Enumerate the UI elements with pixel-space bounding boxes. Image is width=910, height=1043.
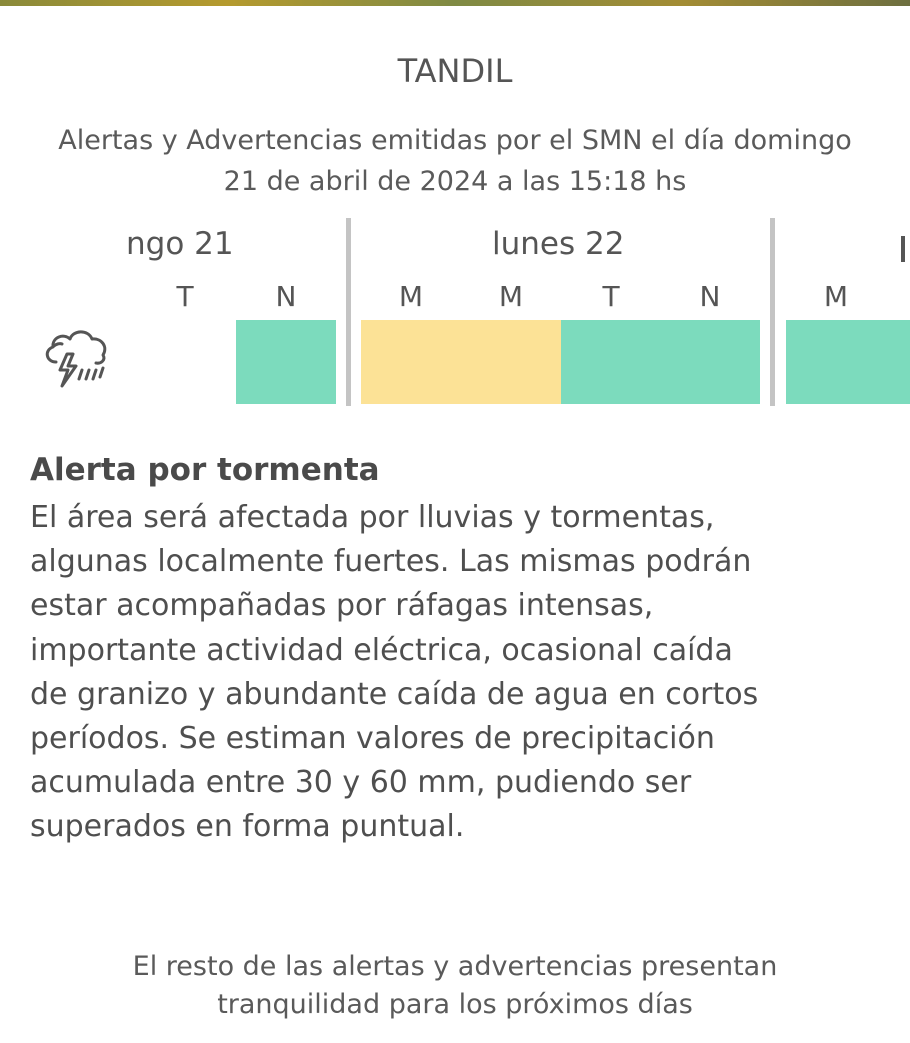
issued-info: Alertas y Advertencias emitidas por el S… <box>20 120 890 202</box>
day-label-lunes: lunes 22 <box>492 226 625 262</box>
day-label-martes-partial <box>901 226 910 266</box>
day-separator <box>770 218 775 406</box>
day-label-domingo: ngo 21 <box>126 226 234 262</box>
day-separator <box>346 218 351 406</box>
issued-line-2: 21 de abril de 2024 a las 15:18 hs <box>223 166 687 197</box>
alert-level-cell-green <box>236 320 336 404</box>
alert-text-line: acumulada entre 30 y 60 mm, pudiendo ser <box>30 765 692 801</box>
alert-text-line: superados en forma puntual. <box>30 809 465 845</box>
footer-line-2: tranquilidad para los próximos días <box>217 989 693 1020</box>
alert-text-line: algunas localmente fuertes. Las mismas p… <box>30 544 752 580</box>
top-image-strip <box>0 0 910 6</box>
period-label: N <box>275 280 297 313</box>
period-label: M <box>823 280 849 313</box>
period-label: N <box>699 280 721 313</box>
period-label: T <box>176 280 194 313</box>
alert-text-line: períodos. Se estiman valores de precipit… <box>30 721 715 757</box>
issued-line-1: Alertas y Advertencias emitidas por el S… <box>58 125 852 156</box>
alert-text-line: importante actividad eléctrica, ocasiona… <box>30 632 733 668</box>
alert-description: El área será afectada por lluvias y torm… <box>30 496 850 850</box>
alert-text-line: El área será afectada por lluvias y torm… <box>30 500 715 535</box>
alert-level-cell-green <box>786 320 910 404</box>
thunderstorm-rain-icon <box>45 330 107 388</box>
alert-level-cell-yellow <box>361 320 561 404</box>
alert-text-line: de granizo y abundante caída de agua en … <box>30 676 759 712</box>
period-label: T <box>602 280 620 313</box>
timeline-track: ngo 21 lunes 22 T N M M T N M <box>0 218 910 408</box>
city-title: TANDIL <box>397 52 513 90</box>
footer-note: El resto de las alertas y advertencias p… <box>0 948 910 1024</box>
footer-line-1: El resto de las alertas y advertencias p… <box>132 951 778 982</box>
alert-text-line: estar acompañadas por ráfagas intensas, <box>30 588 654 624</box>
alert-level-cell-green <box>561 320 760 404</box>
period-label: M <box>398 280 424 313</box>
period-label: M <box>498 280 524 313</box>
alert-timeline[interactable]: ngo 21 lunes 22 T N M M T N M <box>0 218 910 408</box>
alert-title: Alerta por tormenta <box>30 452 380 488</box>
